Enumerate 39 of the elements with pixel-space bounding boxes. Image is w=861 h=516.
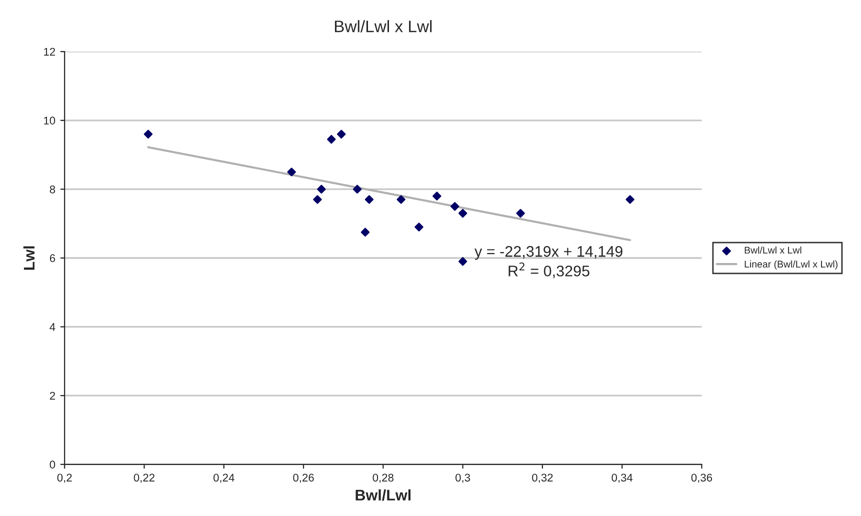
y-tick-label: 4 — [50, 323, 56, 331]
y-tick-label: 6 — [50, 254, 56, 262]
annotation: y = -22,319x + 14,149 R$^{2}$ = 0,3295 — [474, 246, 622, 278]
point — [396, 195, 406, 204]
point — [317, 184, 326, 194]
point — [432, 192, 442, 200]
x-axis-title: Bwl/Lwl — [356, 489, 410, 501]
point — [414, 222, 424, 232]
point — [626, 195, 634, 204]
point — [313, 195, 322, 204]
y-tick-label: 10 — [44, 116, 56, 125]
x-tick-label: 0,34 — [612, 474, 633, 483]
y-tick-label: 2 — [50, 392, 55, 400]
point — [364, 195, 374, 204]
x-tick-label: 0,22 — [134, 474, 154, 483]
point — [458, 257, 468, 266]
y-axis-title: Lwl — [23, 246, 34, 270]
point — [327, 134, 336, 144]
legend-label: Linear (Bwl/Lwl x Lwl) — [744, 260, 838, 270]
y-tick-label: 12 — [44, 48, 55, 56]
x-tick-label: 0,32 — [532, 474, 553, 483]
y-tick-label: 8 — [50, 185, 56, 194]
x-tick-label: 0,24 — [213, 474, 234, 483]
point — [360, 228, 370, 237]
x-tick-label: 0,2 — [57, 474, 72, 483]
point — [144, 130, 153, 139]
y-tick-label: 0 — [50, 460, 56, 469]
x-tick-label: 0,36 — [691, 474, 712, 483]
point — [516, 208, 525, 218]
point — [352, 184, 362, 194]
point — [450, 202, 460, 211]
x-tick-label: 0,3 — [456, 474, 470, 483]
chart-title: Bwl/Lwl x Lwl — [334, 20, 432, 32]
point — [287, 168, 296, 176]
legend-label: Bwl/Lwl x Lwl — [744, 246, 802, 254]
point — [336, 130, 346, 139]
x-tick-label: 0,26 — [293, 474, 314, 483]
point — [458, 208, 468, 218]
x-tick-label: 0,28 — [372, 474, 394, 483]
